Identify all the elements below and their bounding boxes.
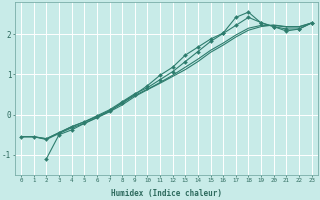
X-axis label: Humidex (Indice chaleur): Humidex (Indice chaleur) (111, 189, 222, 198)
